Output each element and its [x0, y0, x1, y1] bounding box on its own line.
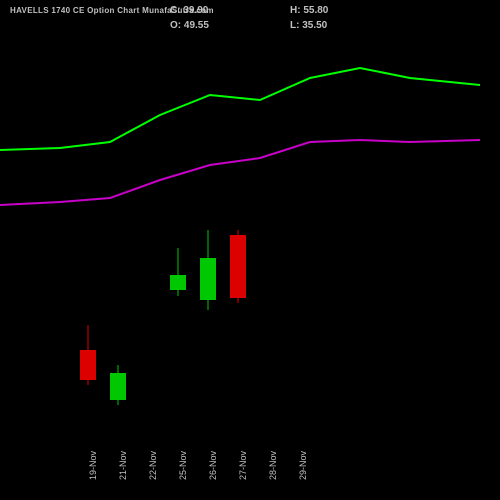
candle-body	[80, 350, 96, 380]
candle-body	[170, 275, 186, 290]
overlay-line-2	[0, 140, 480, 205]
x-axis-label: 22-Nov	[148, 451, 158, 480]
x-axis-label: 28-Nov	[268, 451, 278, 480]
overlay-line-1	[0, 68, 480, 150]
x-axis-labels: 19-Nov 21-Nov 22-Nov 25-Nov 26-Nov 27-Nov 28-N…	[0, 430, 480, 490]
candle-body	[230, 235, 246, 298]
chart-svg	[0, 0, 480, 430]
x-axis-label: 27-Nov	[238, 451, 248, 480]
x-axis-label: 21-Nov	[118, 451, 128, 480]
candle-body	[200, 258, 216, 300]
chart-area	[0, 0, 480, 430]
x-axis-label: 25-Nov	[178, 451, 188, 480]
x-axis-label: 26-Nov	[208, 451, 218, 480]
candle-body	[110, 373, 126, 400]
x-axis-label: 29-Nov	[298, 451, 308, 480]
x-axis-label: 19-Nov	[88, 451, 98, 480]
